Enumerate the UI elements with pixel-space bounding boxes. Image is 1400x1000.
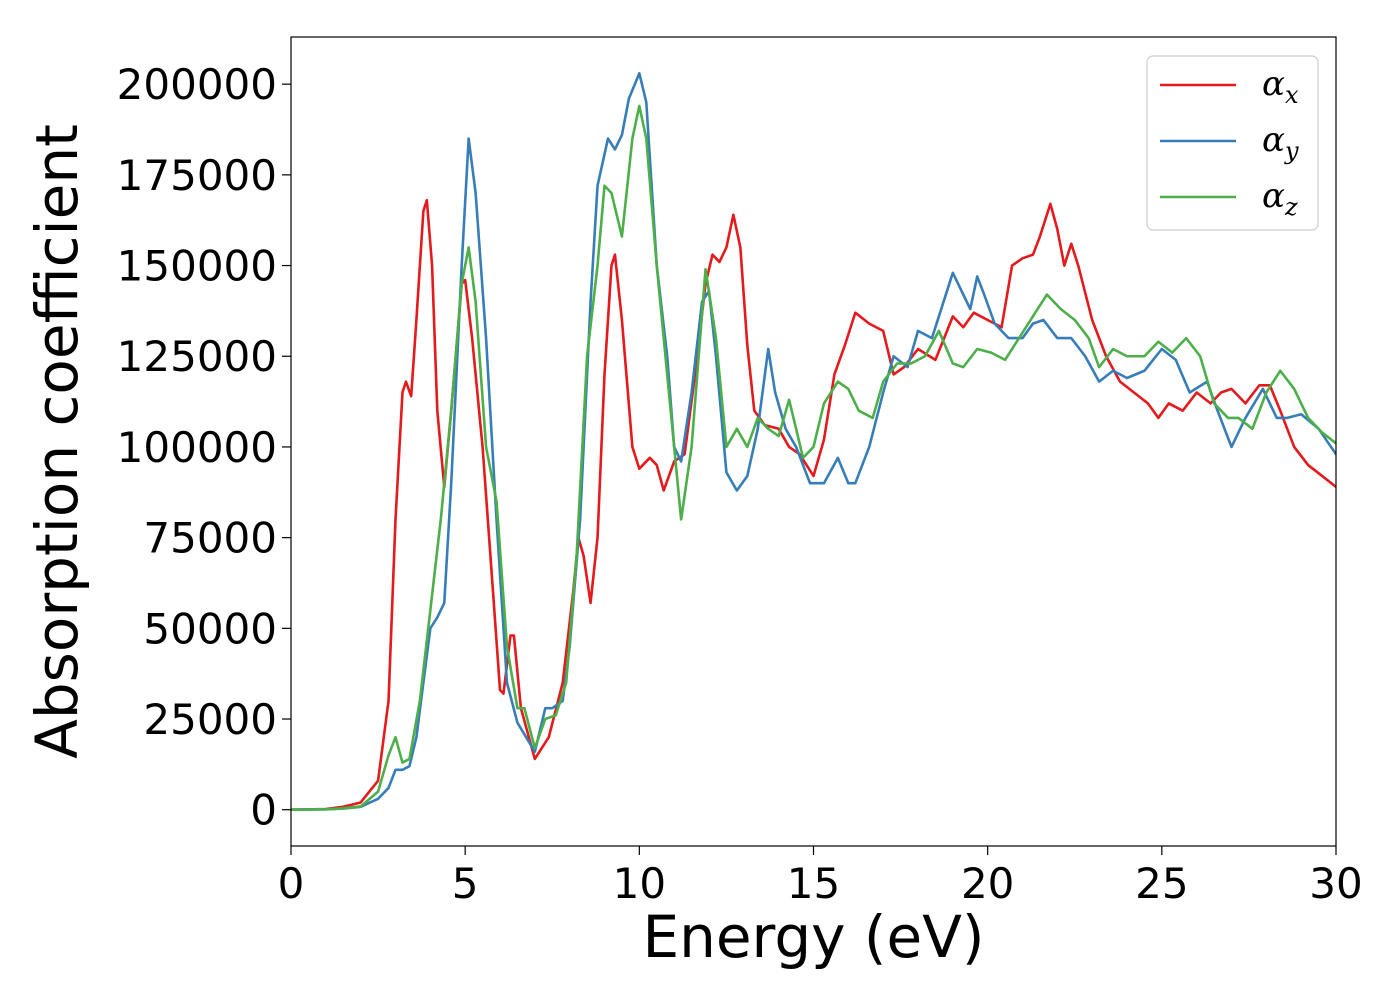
y-tick-label: 175000 <box>117 151 277 200</box>
x-tick-label: 25 <box>1135 859 1188 908</box>
x-tick-label: 20 <box>961 859 1014 908</box>
legend: αx αy αz <box>1146 55 1319 231</box>
y-axis-label: Absorption coefficient <box>23 124 91 759</box>
y-tick-label: 200000 <box>117 60 277 109</box>
legend-label-x: αx <box>1262 64 1299 109</box>
y-axis-ticks: 0 25000 50000 75000 100000 125000 150000 175000… <box>117 60 291 835</box>
x-axis-ticks: 0 5 10 15 20 25 30 <box>278 846 1363 908</box>
x-tick-label: 5 <box>452 859 479 908</box>
legend-label-y: αy <box>1262 120 1299 165</box>
x-tick-label: 30 <box>1309 859 1362 908</box>
y-tick-label: 50000 <box>143 604 277 653</box>
y-tick-label: 125000 <box>117 332 277 381</box>
legend-box <box>1146 55 1319 231</box>
series-line-x <box>291 198 1336 812</box>
y-tick-label: 150000 <box>117 242 277 291</box>
y-tick-label: 100000 <box>117 423 277 472</box>
y-tick-label: 25000 <box>143 695 277 744</box>
series-layer <box>291 71 1336 812</box>
series-line-y <box>291 71 1336 812</box>
x-axis-label: Energy (eV) <box>642 903 984 971</box>
legend-label-z: αz <box>1262 176 1298 221</box>
series-line-z <box>291 104 1336 812</box>
x-tick-label: 10 <box>613 859 666 908</box>
y-tick-label: 75000 <box>143 514 277 563</box>
y-tick-label: 0 <box>250 786 277 835</box>
x-tick-label: 15 <box>787 859 840 908</box>
x-tick-label: 0 <box>278 859 305 908</box>
